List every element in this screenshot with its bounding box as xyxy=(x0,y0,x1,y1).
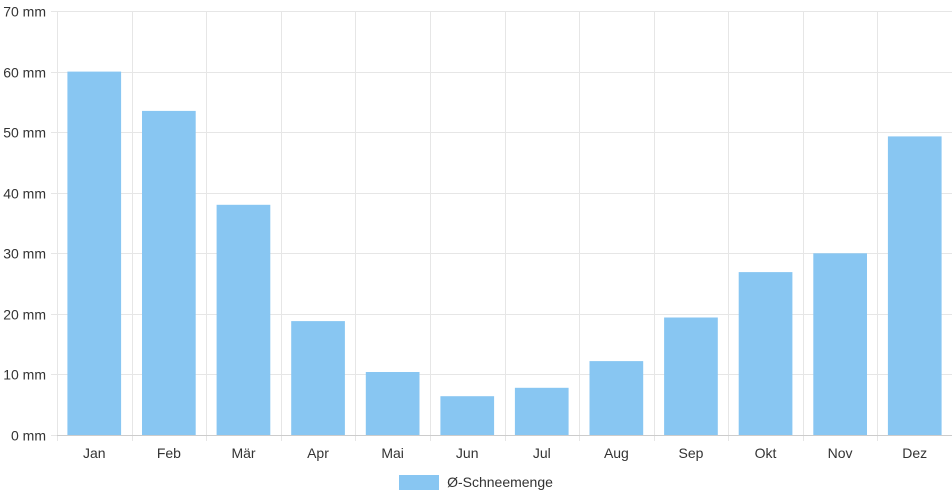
y-tick-label: 10 mm xyxy=(3,367,46,383)
x-tick-label: Jul xyxy=(533,445,551,461)
x-tick-label: Sep xyxy=(679,445,704,461)
bar xyxy=(589,361,644,435)
y-tick-label: 70 mm xyxy=(3,4,46,20)
y-tick-label: 30 mm xyxy=(3,246,46,262)
x-tick-label: Jan xyxy=(83,445,106,461)
y-tick-label: 40 mm xyxy=(3,186,46,202)
y-tick-label: 0 mm xyxy=(11,428,46,444)
bar xyxy=(887,136,942,435)
bar xyxy=(813,253,867,435)
bar-chart: 0 mm 10 mm 20 mm 30 mm 40 mm 50 mm 60 mm 70 mm J… xyxy=(3,4,952,461)
legend-swatch xyxy=(399,474,440,490)
bar xyxy=(67,71,122,435)
bar xyxy=(738,272,793,435)
y-tick-label: 60 mm xyxy=(3,65,46,81)
legend: Ø-Schneemenge xyxy=(0,472,952,492)
bar xyxy=(365,372,420,435)
legend-label: Ø-Schneemenge xyxy=(447,474,553,490)
bar xyxy=(142,110,196,436)
bar xyxy=(514,387,569,435)
x-tick-label: Mär xyxy=(231,445,255,461)
bar xyxy=(440,396,495,435)
x-tick-label: Jun xyxy=(456,445,479,461)
x-tick-label: Apr xyxy=(307,445,329,461)
bar xyxy=(216,204,271,435)
y-tick-label: 50 mm xyxy=(3,125,46,141)
x-tick-label: Mai xyxy=(381,445,404,461)
x-tick-label: Nov xyxy=(828,445,853,461)
x-tick-label: Dez xyxy=(902,445,927,461)
x-tick-label: Aug xyxy=(604,445,629,461)
x-tick-label: Feb xyxy=(157,445,181,461)
bar xyxy=(664,317,718,435)
y-tick-label: 20 mm xyxy=(3,307,46,323)
bar xyxy=(291,321,345,435)
x-tick-label: Okt xyxy=(755,445,777,461)
